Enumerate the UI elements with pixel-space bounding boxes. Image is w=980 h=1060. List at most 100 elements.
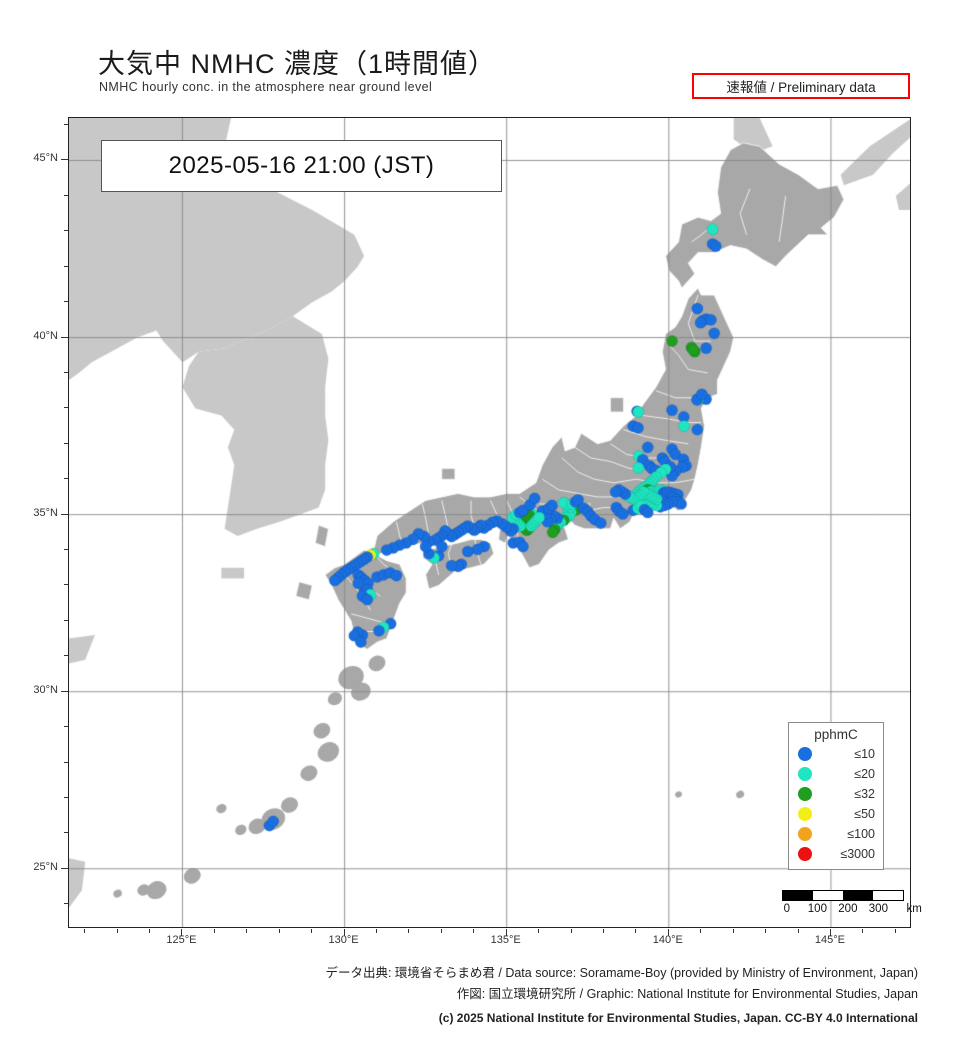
y-axis-minor-tick — [64, 761, 68, 763]
scale-bar: 0 100 200 300 km — [782, 890, 922, 919]
x-axis-minor-tick — [570, 929, 572, 933]
y-axis-minor-tick — [64, 655, 68, 657]
x-axis-tick-label: 140°E — [652, 934, 683, 946]
legend-swatch-5 — [798, 847, 812, 861]
x-axis-minor-tick — [700, 929, 702, 933]
x-axis-minor-tick — [862, 929, 864, 933]
x-axis-minor-tick — [797, 929, 799, 933]
y-axis-minor-tick — [64, 371, 68, 373]
x-axis-tick-mark — [829, 929, 831, 936]
x-axis-minor-tick — [278, 929, 280, 933]
x-axis-minor-tick — [116, 929, 118, 933]
preliminary-data-badge: 速報値 / Preliminary data — [692, 73, 910, 99]
legend-entry: ≤32 — [789, 784, 883, 804]
y-axis-tick-label: 35°N — [33, 506, 58, 519]
scale-bar-label: 0 — [783, 903, 791, 915]
footer-line-1: 作図: 国立環境研究所 / Graphic: National Institut… — [456, 987, 918, 1001]
legend-entries: ≤10 ≤20 ≤32 ≤50 ≤100 ≤3000 — [789, 744, 883, 864]
y-axis-tick-mark — [61, 690, 68, 692]
scale-bar-segment-0 — [783, 891, 813, 900]
legend-entry: ≤100 — [789, 824, 883, 844]
map-plot-area[interactable] — [68, 117, 911, 928]
header: 大気中 NMHC 濃度（1時間値） NMHC hourly conc. in t… — [0, 0, 980, 117]
legend-title: pphmC — [814, 727, 858, 742]
y-axis-tick-mark — [61, 159, 68, 161]
x-axis-tick-label: 125°E — [166, 934, 197, 946]
legend: pphmC ≤10 ≤20 ≤32 ≤50 ≤100 ≤3000 — [788, 722, 884, 870]
legend-label: ≤10 — [854, 747, 875, 761]
legend-label: ≤50 — [854, 807, 875, 821]
x-axis-minor-tick — [765, 929, 767, 933]
scale-bar-label: 100 — [807, 903, 827, 915]
scale-bar-unit: km — [906, 903, 922, 915]
y-axis-tick-label: 30°N — [33, 683, 58, 696]
legend-swatch-3 — [798, 807, 812, 821]
legend-label: ≤20 — [854, 767, 875, 781]
x-axis-tick-label: 135°E — [490, 934, 521, 946]
y-axis-minor-tick — [64, 442, 68, 444]
x-axis-minor-tick — [473, 929, 475, 933]
legend-entry: ≤50 — [789, 804, 883, 824]
page-title: 大気中 NMHC 濃度（1時間値） — [98, 49, 497, 79]
legend-swatch-1 — [798, 767, 812, 781]
y-axis-minor-tick — [64, 619, 68, 621]
y-axis-minor-tick — [64, 584, 68, 586]
y-axis-minor-tick — [64, 549, 68, 551]
y-axis-minor-tick — [64, 265, 68, 267]
x-axis-tick-mark — [343, 929, 345, 936]
scale-bar-segment-3 — [873, 891, 903, 900]
y-axis-minor-tick — [64, 796, 68, 798]
legend-swatch-2 — [798, 787, 812, 801]
y-axis-minor-tick — [64, 832, 68, 834]
footer-line-0: データ出典: 環境省そらまめ君 / Data source: Soramame-… — [325, 966, 918, 980]
scale-bar-track — [782, 890, 904, 901]
legend-label: ≤100 — [847, 827, 875, 841]
scale-bar-segment-1 — [813, 891, 843, 900]
y-axis-minor-tick — [64, 407, 68, 409]
x-axis-tick-label: 130°E — [328, 934, 359, 946]
legend-label: ≤32 — [854, 787, 875, 801]
x-axis-tick-mark — [181, 929, 183, 936]
x-axis-minor-tick — [246, 929, 248, 933]
footer: データ出典: 環境省そらまめ君 / Data source: Soramame-… — [0, 963, 980, 1029]
x-axis-minor-tick — [311, 929, 313, 933]
y-axis-minor-tick — [64, 478, 68, 480]
y-axis-tick-label: 45°N — [33, 152, 58, 165]
x-axis-minor-tick — [149, 929, 151, 933]
y-axis-tick-label: 25°N — [33, 860, 58, 873]
x-axis-minor-tick — [408, 929, 410, 933]
scale-bar-label: 200 — [838, 903, 858, 915]
x-axis-minor-tick — [84, 929, 86, 933]
y-axis-tick-mark — [61, 867, 68, 869]
x-axis-tick-mark — [667, 929, 669, 936]
legend-label: ≤3000 — [840, 847, 875, 861]
timestamp-label: 2025-05-16 21:00 (JST) — [101, 140, 502, 192]
legend-swatch-4 — [798, 827, 812, 841]
x-axis-minor-tick — [894, 929, 896, 933]
legend-entry: ≤10 — [789, 744, 883, 764]
legend-swatch-0 — [798, 747, 812, 761]
scale-bar-segment-2 — [843, 891, 873, 900]
x-axis-minor-tick — [635, 929, 637, 933]
x-axis-minor-tick — [732, 929, 734, 933]
x-axis-minor-tick — [538, 929, 540, 933]
y-axis-tick-mark — [61, 513, 68, 515]
x-axis-tick-label: 145°E — [814, 934, 845, 946]
x-axis-minor-tick — [440, 929, 442, 933]
x-axis-minor-tick — [602, 929, 604, 933]
scale-bar-labels: 0 100 200 300 km — [782, 903, 922, 919]
x-axis-minor-tick — [376, 929, 378, 933]
legend-entry: ≤20 — [789, 764, 883, 784]
footer-line-2: (c) 2025 National Institute for Environm… — [438, 1011, 918, 1025]
map-canvas — [69, 118, 910, 927]
y-axis-minor-tick — [64, 230, 68, 232]
y-axis-minor-tick — [64, 301, 68, 303]
y-axis-minor-tick — [64, 903, 68, 905]
y-axis-minor-tick — [64, 124, 68, 126]
y-axis-tick-mark — [61, 336, 68, 338]
scale-bar-label: 300 — [868, 903, 888, 915]
x-axis-tick-mark — [505, 929, 507, 936]
y-axis-minor-tick — [64, 194, 68, 196]
legend-entry: ≤3000 — [789, 844, 883, 864]
x-axis-minor-tick — [213, 929, 215, 933]
